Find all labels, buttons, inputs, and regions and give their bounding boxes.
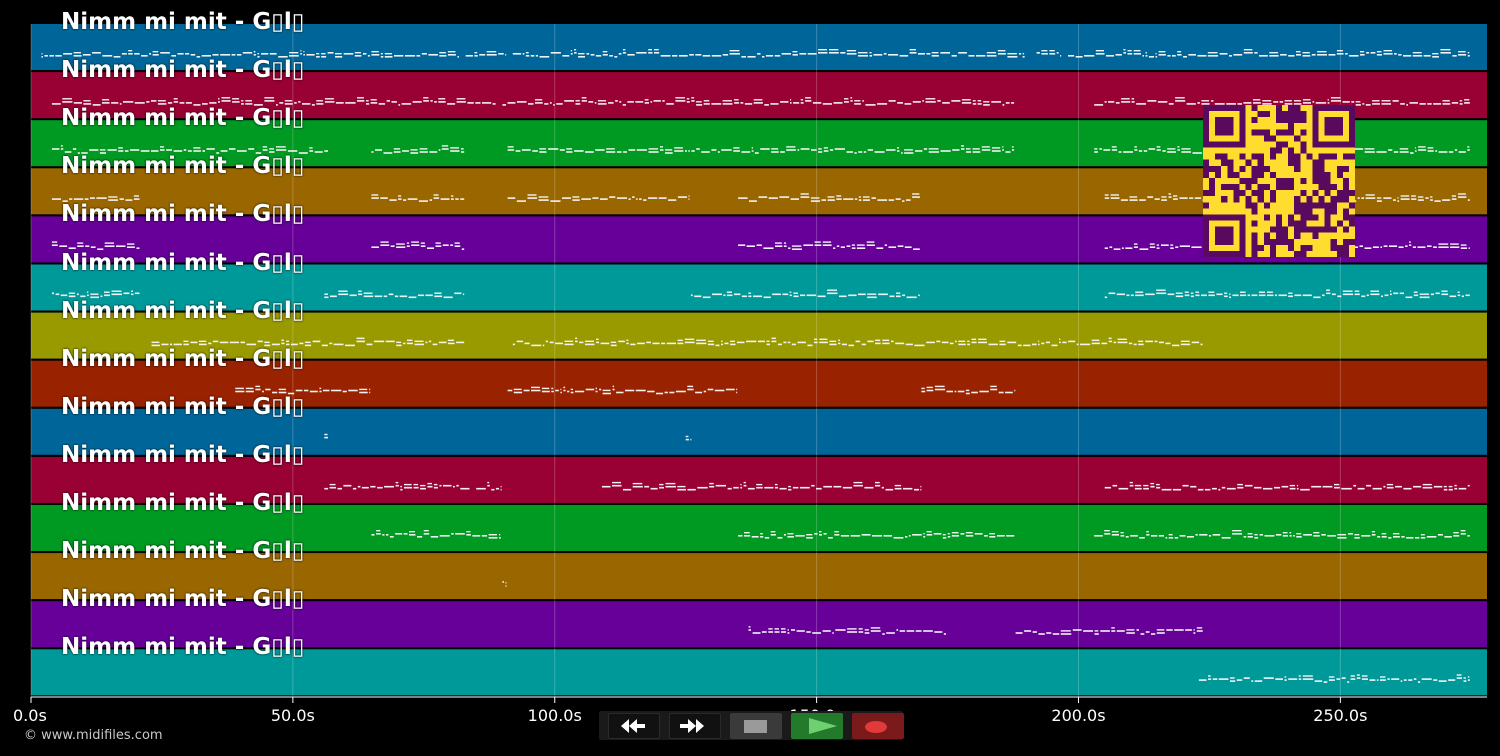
note-segment bbox=[51, 195, 140, 202]
note-segment bbox=[51, 290, 140, 299]
note-segment bbox=[51, 241, 140, 250]
rewind-icon bbox=[621, 719, 645, 733]
track-title: Nimm mi mit - G▯l▯ bbox=[61, 249, 305, 276]
note-segment bbox=[738, 193, 920, 202]
note-segment bbox=[371, 530, 501, 539]
note-segment bbox=[41, 50, 459, 58]
track-title: Nimm mi mit - G▯l▯ bbox=[61, 345, 305, 372]
track-title: Nimm mi mit - G▯l▯ bbox=[61, 441, 305, 468]
track-title: Nimm mi mit - G▯l▯ bbox=[61, 490, 305, 516]
tick-label: 250.0s bbox=[1313, 706, 1368, 725]
tick-label: 0.0s bbox=[13, 706, 47, 725]
track-title: Nimm mi mit - G▯l▯ bbox=[61, 153, 305, 180]
fast-forward-button[interactable] bbox=[669, 713, 721, 739]
note-segment bbox=[1094, 97, 1470, 106]
note-segment bbox=[748, 626, 946, 635]
track-band bbox=[31, 553, 1487, 600]
tick-label: 100.0s bbox=[527, 706, 582, 725]
note-segment bbox=[371, 97, 496, 106]
track-title: Nimm mi mit - G▯l▯ bbox=[61, 105, 305, 132]
record-icon bbox=[865, 721, 887, 733]
note-segment bbox=[502, 97, 1015, 106]
note-segment bbox=[1068, 49, 1470, 58]
track-title: Nimm mi mit - G▯l▯ bbox=[61, 201, 305, 228]
note-segment bbox=[324, 290, 465, 299]
note-segment bbox=[371, 194, 465, 202]
note-segment bbox=[696, 145, 1015, 154]
rewind-button[interactable] bbox=[608, 713, 660, 739]
note-segment bbox=[507, 194, 690, 202]
note-segment bbox=[371, 145, 465, 154]
note-segment bbox=[1036, 50, 1062, 57]
note-segment bbox=[690, 289, 920, 299]
note-segment bbox=[476, 481, 502, 491]
track-band bbox=[31, 24, 1487, 70]
note-segment bbox=[738, 241, 920, 250]
note-segment bbox=[601, 481, 922, 491]
track-title: Nimm mi mit - G▯l▯ bbox=[61, 57, 305, 84]
fast-forward-icon bbox=[680, 719, 704, 733]
track-title: Nimm mi mit - G▯l▯ bbox=[61, 538, 305, 565]
track-band bbox=[31, 408, 1487, 455]
note-segment bbox=[512, 49, 1025, 58]
note-segment bbox=[685, 435, 692, 441]
note-segment bbox=[465, 51, 507, 57]
note-segment bbox=[512, 337, 1203, 347]
note-segment bbox=[1104, 289, 1470, 299]
track-band bbox=[31, 264, 1487, 311]
track-title: Nimm mi mit - G▯l▯ bbox=[61, 586, 305, 613]
note-segment bbox=[1094, 530, 1470, 539]
tick-label: 50.0s bbox=[270, 706, 315, 725]
note-segment bbox=[502, 581, 507, 587]
note-segment bbox=[507, 385, 738, 395]
track-title: Nimm mi mit - G▯l▯ bbox=[61, 393, 305, 420]
track-band bbox=[31, 360, 1487, 407]
track-title: Nimm mi mit - G▯l▯ bbox=[61, 634, 305, 661]
note-segment bbox=[1015, 627, 1203, 635]
record-button[interactable] bbox=[852, 713, 904, 739]
note-segment bbox=[1198, 674, 1470, 683]
note-segment bbox=[235, 385, 371, 395]
stop-button[interactable] bbox=[730, 713, 782, 739]
note-segment bbox=[51, 97, 372, 106]
note-segment bbox=[324, 433, 328, 439]
note-segment bbox=[51, 145, 328, 154]
note-segment bbox=[324, 481, 470, 491]
track-band bbox=[31, 456, 1487, 503]
transport-controls bbox=[599, 711, 904, 740]
play-button[interactable] bbox=[791, 713, 843, 739]
qr-code-image bbox=[1203, 105, 1355, 257]
track-band bbox=[31, 649, 1487, 696]
note-segment bbox=[921, 385, 1016, 395]
stop-icon bbox=[744, 720, 767, 733]
note-segment bbox=[151, 337, 465, 347]
track-band bbox=[31, 312, 1487, 359]
tick-label: 200.0s bbox=[1051, 706, 1106, 725]
qr-code bbox=[1203, 105, 1355, 257]
track-band bbox=[31, 505, 1487, 551]
track-band bbox=[31, 601, 1487, 648]
note-segment bbox=[738, 531, 1015, 539]
note-segment bbox=[371, 241, 465, 250]
track-title: Nimm mi mit - G▯l▯ bbox=[61, 9, 305, 35]
track-title: Nimm mi mit - G▯l▯ bbox=[61, 297, 305, 324]
credit-text: © www.midifiles.com bbox=[24, 728, 163, 743]
note-segment bbox=[507, 146, 695, 154]
note-segment bbox=[1104, 481, 1470, 491]
play-icon bbox=[809, 718, 837, 734]
